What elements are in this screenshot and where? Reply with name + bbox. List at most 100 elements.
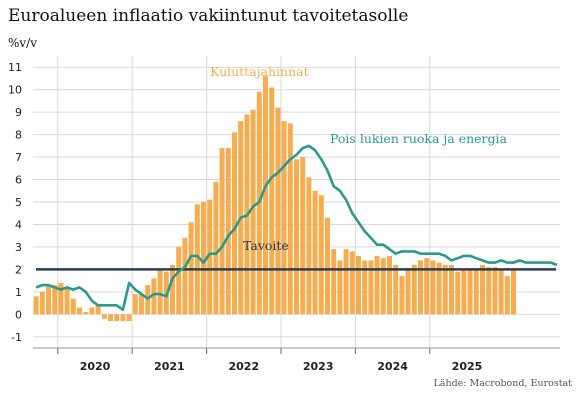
y-tick-label: 7 [15, 151, 22, 164]
headline-bar [101, 314, 107, 319]
headline-bar [294, 159, 299, 315]
headline-bar [337, 260, 343, 315]
headline-bar [275, 107, 281, 315]
headline-bar [151, 278, 157, 315]
headline-bar [511, 269, 516, 315]
core-line-layer [35, 144, 558, 312]
headline-bar [504, 276, 510, 315]
y-tick-label: -1 [11, 331, 22, 344]
headline-bar [306, 177, 312, 315]
headline-bar [473, 269, 479, 315]
y-tick-label: 2 [15, 263, 22, 276]
headline-bar [436, 262, 442, 315]
headline-bar [64, 287, 70, 315]
x-tick-label: 2020 [80, 360, 111, 373]
headline-bar [52, 285, 58, 315]
y-tick-label: 8 [15, 129, 22, 142]
axis-layer: -1 0 1 2 3 4 5 6 7 8 9 10 11 2020 2021 2022 2023 2024 2025 [8, 61, 560, 373]
y-tick-label: 9 [15, 106, 22, 119]
headline-bar [442, 264, 448, 315]
headline-bar [194, 204, 200, 315]
headline-bar [250, 109, 256, 315]
headline-bar [77, 307, 82, 315]
headline-bar [498, 269, 504, 315]
y-tick-label: 6 [15, 174, 22, 187]
headline-bar [219, 148, 225, 315]
y-tick-label: 4 [15, 218, 22, 231]
headline-annotation: Kuluttajahinnat [210, 64, 309, 79]
headline-bar [120, 314, 126, 322]
headline-bar [325, 217, 330, 315]
headline-bar [170, 264, 175, 315]
headline-bar [411, 264, 417, 315]
headline-bar [461, 269, 467, 315]
headline-bars [33, 76, 516, 322]
headline-bar [176, 246, 182, 315]
x-tick-label: 2023 [303, 360, 334, 373]
headline-bar [387, 255, 392, 315]
target-annotation: Tavoite [243, 238, 289, 253]
headline-bar [368, 260, 374, 315]
headline-bar [33, 296, 39, 315]
chart-title: Euroalueen inflaatio vakiintunut tavoite… [8, 6, 409, 26]
headline-bar [455, 271, 461, 315]
core-annotation: Pois lukien ruoka ja energia [330, 131, 508, 146]
headline-bar [300, 157, 306, 315]
headline-bar [39, 291, 45, 315]
x-tick-label: 2024 [377, 360, 408, 373]
headline-bar [393, 264, 399, 315]
headline-bar [139, 294, 144, 315]
headline-bar [399, 276, 405, 315]
x-tick-label: 2025 [452, 360, 483, 373]
y-tick-label: 0 [15, 308, 22, 321]
headline-bar [201, 202, 206, 315]
y-tick-label: 3 [15, 241, 22, 254]
y-tick-label: 5 [15, 196, 22, 209]
source-note: Lähde: Macrobond, Eurostat [433, 378, 572, 389]
headline-bar [46, 285, 51, 315]
y-tick-label: 11 [8, 61, 22, 74]
headline-bar [331, 249, 337, 315]
headline-bar [126, 314, 132, 322]
headline-bar [287, 123, 293, 315]
headline-bar [374, 255, 380, 315]
headline-bar [114, 314, 120, 322]
core-inflation-line [35, 144, 558, 312]
headline-bar [405, 269, 411, 315]
annotation-layer: Kuluttajahinnat Pois lukien ruoka ja ener… [210, 64, 508, 253]
headline-bar [263, 76, 268, 315]
headline-bar [95, 305, 101, 315]
headline-bar [83, 312, 89, 315]
headline-bar [312, 190, 318, 315]
headline-bar [480, 264, 485, 315]
headline-bar [380, 258, 386, 315]
headline-bar [418, 260, 423, 315]
headline-bar [58, 282, 64, 315]
headline-bar [281, 121, 287, 315]
headline-bar [269, 87, 275, 315]
headline-bar [207, 199, 213, 315]
headline-bar [343, 249, 349, 315]
y-tick-label: 1 [15, 286, 22, 299]
x-tick-label: 2022 [228, 360, 259, 373]
headline-bar [424, 258, 430, 315]
headline-bar [430, 260, 436, 315]
headline-bar [362, 260, 368, 315]
headline-bar [449, 264, 454, 315]
headline-bar [70, 298, 76, 315]
headline-bar [492, 267, 498, 315]
headline-bar [356, 255, 361, 315]
headline-bar [157, 269, 163, 315]
headline-bar [318, 195, 324, 315]
x-tick-label: 2021 [154, 360, 185, 373]
headline-bar [108, 314, 113, 322]
headline-bar [232, 132, 237, 315]
headline-bar [349, 251, 355, 315]
y-tick-label: 10 [8, 84, 22, 97]
headline-bar [89, 307, 95, 315]
headline-bar [182, 237, 188, 315]
headline-bar [467, 269, 473, 315]
headline-bar [213, 181, 219, 315]
y-unit-label: %v/v [8, 36, 38, 50]
